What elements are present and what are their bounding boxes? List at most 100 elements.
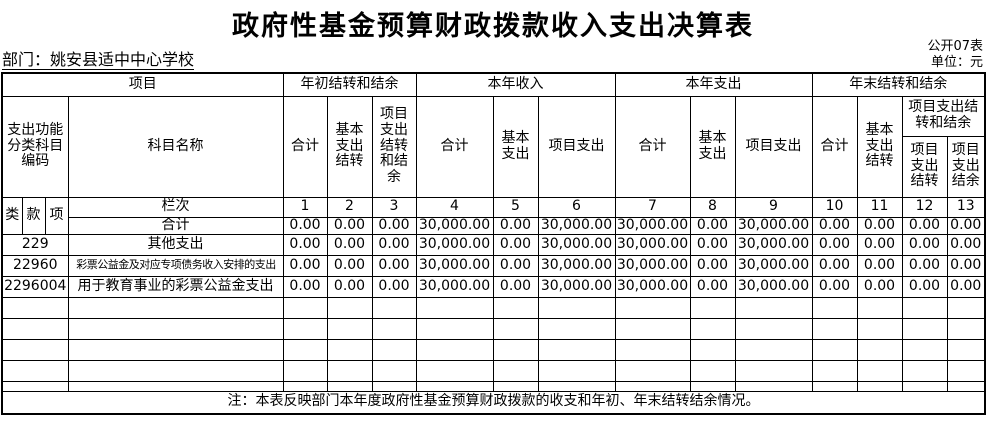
value-cell: 0.00 bbox=[811, 275, 858, 298]
value-cell: 0.00 bbox=[856, 233, 903, 256]
value-cell: 0.00 bbox=[856, 254, 903, 277]
col-number: 8 bbox=[689, 196, 736, 218]
value-cell: 30,000.00 bbox=[734, 233, 813, 256]
value-cell: 30,000.00 bbox=[537, 275, 616, 298]
header-lanci: 栏次 bbox=[67, 196, 284, 218]
value-cell: 0.00 bbox=[901, 254, 948, 277]
col-number: 12 bbox=[901, 196, 948, 218]
value-cell: 30,000.00 bbox=[614, 233, 691, 256]
header-class: 类 bbox=[1, 196, 23, 235]
value-cell: 0.00 bbox=[856, 216, 903, 235]
summary-row: 合计 0.00 0.00 0.00 30,000.00 0.00 30,000.… bbox=[2, 216, 986, 235]
col-number: 7 bbox=[614, 196, 691, 218]
value-cell: 0.00 bbox=[282, 254, 328, 277]
value-cell: 0.00 bbox=[811, 254, 858, 277]
value-cell: 0.00 bbox=[689, 254, 736, 277]
name-cell: 其他支出 bbox=[67, 233, 284, 256]
col-header-income-basic: 基本支出 bbox=[492, 95, 539, 198]
value-cell: 0.00 bbox=[371, 233, 417, 256]
col-header-income-project: 项目支出 bbox=[537, 95, 616, 198]
value-cell: 0.00 bbox=[326, 254, 373, 277]
value-cell: 30,000.00 bbox=[415, 233, 494, 256]
header-end-balance-group: 年末结转和结余 bbox=[811, 72, 986, 97]
value-cell: 0.00 bbox=[282, 216, 328, 235]
note-row: 注：本表反映部门本年度政府性基金预算财政拨款的收支和年初、年末结转结余情况。 bbox=[1, 390, 986, 415]
col-number: 5 bbox=[492, 196, 539, 218]
col-number: 13 bbox=[946, 196, 986, 218]
value-cell: 0.00 bbox=[282, 275, 328, 298]
empty-row bbox=[1, 338, 986, 361]
col-header-expense-total: 合计 bbox=[614, 95, 691, 198]
value-cell: 0.00 bbox=[946, 233, 986, 256]
value-cell: 0.00 bbox=[689, 275, 736, 298]
header-item: 项 bbox=[44, 196, 69, 235]
value-cell: 0.00 bbox=[371, 275, 417, 298]
value-cell: 0.00 bbox=[371, 254, 417, 277]
header-project: 项目 bbox=[1, 72, 284, 97]
header-section: 款 bbox=[21, 196, 46, 235]
value-cell: 30,000.00 bbox=[734, 216, 813, 235]
header-function-code: 支出功能分类科目编码 bbox=[1, 95, 69, 198]
col-header-expense-basic: 基本支出 bbox=[689, 95, 736, 198]
value-cell: 0.00 bbox=[689, 216, 736, 235]
code-cell: 22960 bbox=[1, 254, 69, 277]
empty-row bbox=[1, 317, 986, 340]
col-number: 2 bbox=[326, 196, 373, 218]
value-cell: 30,000.00 bbox=[415, 275, 494, 298]
value-cell: 0.00 bbox=[901, 275, 948, 298]
code-cell: 229 bbox=[1, 233, 69, 256]
value-cell: 0.00 bbox=[371, 216, 417, 235]
value-cell: 0.00 bbox=[856, 275, 903, 298]
col-number: 1 bbox=[282, 196, 328, 218]
empty-row bbox=[1, 380, 986, 392]
summary-label: 合计 bbox=[67, 216, 284, 235]
page-title: 政府性基金预算财政拨款收入支出决算表 bbox=[232, 11, 754, 42]
value-cell: 30,000.00 bbox=[415, 254, 494, 277]
value-cell: 30,000.00 bbox=[537, 216, 616, 235]
value-cell: 0.00 bbox=[811, 216, 858, 235]
department-label: 部门：姚安县适中中心学校 bbox=[2, 50, 195, 70]
value-cell: 30,000.00 bbox=[415, 216, 494, 235]
value-cell: 30,000.00 bbox=[614, 216, 691, 235]
name-cell: 用于教育事业的彩票公益金支出 bbox=[67, 275, 284, 298]
col-header-begin-total: 合计 bbox=[282, 95, 328, 198]
value-cell: 0.00 bbox=[946, 254, 986, 277]
col-number: 10 bbox=[811, 196, 858, 218]
unit-label: 单位：元 bbox=[930, 55, 983, 70]
table-meta: 公开07表 单位：元 bbox=[927, 39, 983, 71]
col-number: 3 bbox=[371, 196, 417, 218]
col-header-end-project-surplus: 项目支出结余 bbox=[946, 135, 986, 198]
value-cell: 0.00 bbox=[946, 216, 986, 235]
col-header-income-total: 合计 bbox=[415, 95, 494, 198]
data-row-22960: 22960 彩票公益金及对应专项债务收入安排的支出 0.00 0.00 0.00… bbox=[1, 254, 986, 277]
value-cell: 30,000.00 bbox=[614, 275, 691, 298]
value-cell: 0.00 bbox=[492, 275, 539, 298]
value-cell: 0.00 bbox=[811, 233, 858, 256]
value-cell: 0.00 bbox=[492, 254, 539, 277]
value-cell: 0.00 bbox=[492, 233, 539, 256]
header-subject-name: 科目名称 bbox=[67, 95, 284, 198]
col-number: 4 bbox=[415, 196, 494, 218]
value-cell: 0.00 bbox=[901, 233, 948, 256]
col-number: 6 bbox=[537, 196, 616, 218]
col-header-expense-project: 项目支出 bbox=[734, 95, 813, 198]
value-cell: 30,000.00 bbox=[734, 275, 813, 298]
table-note: 注：本表反映部门本年度政府性基金预算财政拨款的收支和年初、年末结转结余情况。 bbox=[1, 390, 986, 415]
value-cell: 0.00 bbox=[326, 216, 373, 235]
header-begin-balance-group: 年初结转和结余 bbox=[282, 72, 417, 97]
value-cell: 30,000.00 bbox=[614, 254, 691, 277]
empty-row bbox=[1, 296, 986, 319]
value-cell: 30,000.00 bbox=[537, 254, 616, 277]
col-header-begin-basic-carryover: 基本支出结转 bbox=[326, 95, 373, 198]
value-cell: 0.00 bbox=[901, 216, 948, 235]
value-cell: 0.00 bbox=[326, 233, 373, 256]
value-cell: 0.00 bbox=[326, 275, 373, 298]
value-cell: 0.00 bbox=[946, 275, 986, 298]
table-code-label: 公开07表 bbox=[927, 39, 983, 54]
col-number: 11 bbox=[856, 196, 903, 218]
value-cell: 0.00 bbox=[282, 233, 328, 256]
header-current-income-group: 本年收入 bbox=[415, 72, 616, 97]
name-cell: 彩票公益金及对应专项债务收入安排的支出 bbox=[67, 254, 284, 277]
fund-budget-table: 项目 年初结转和结余 本年收入 本年支出 年末结转和结余 支出功能分类科目编码 … bbox=[1, 72, 986, 415]
